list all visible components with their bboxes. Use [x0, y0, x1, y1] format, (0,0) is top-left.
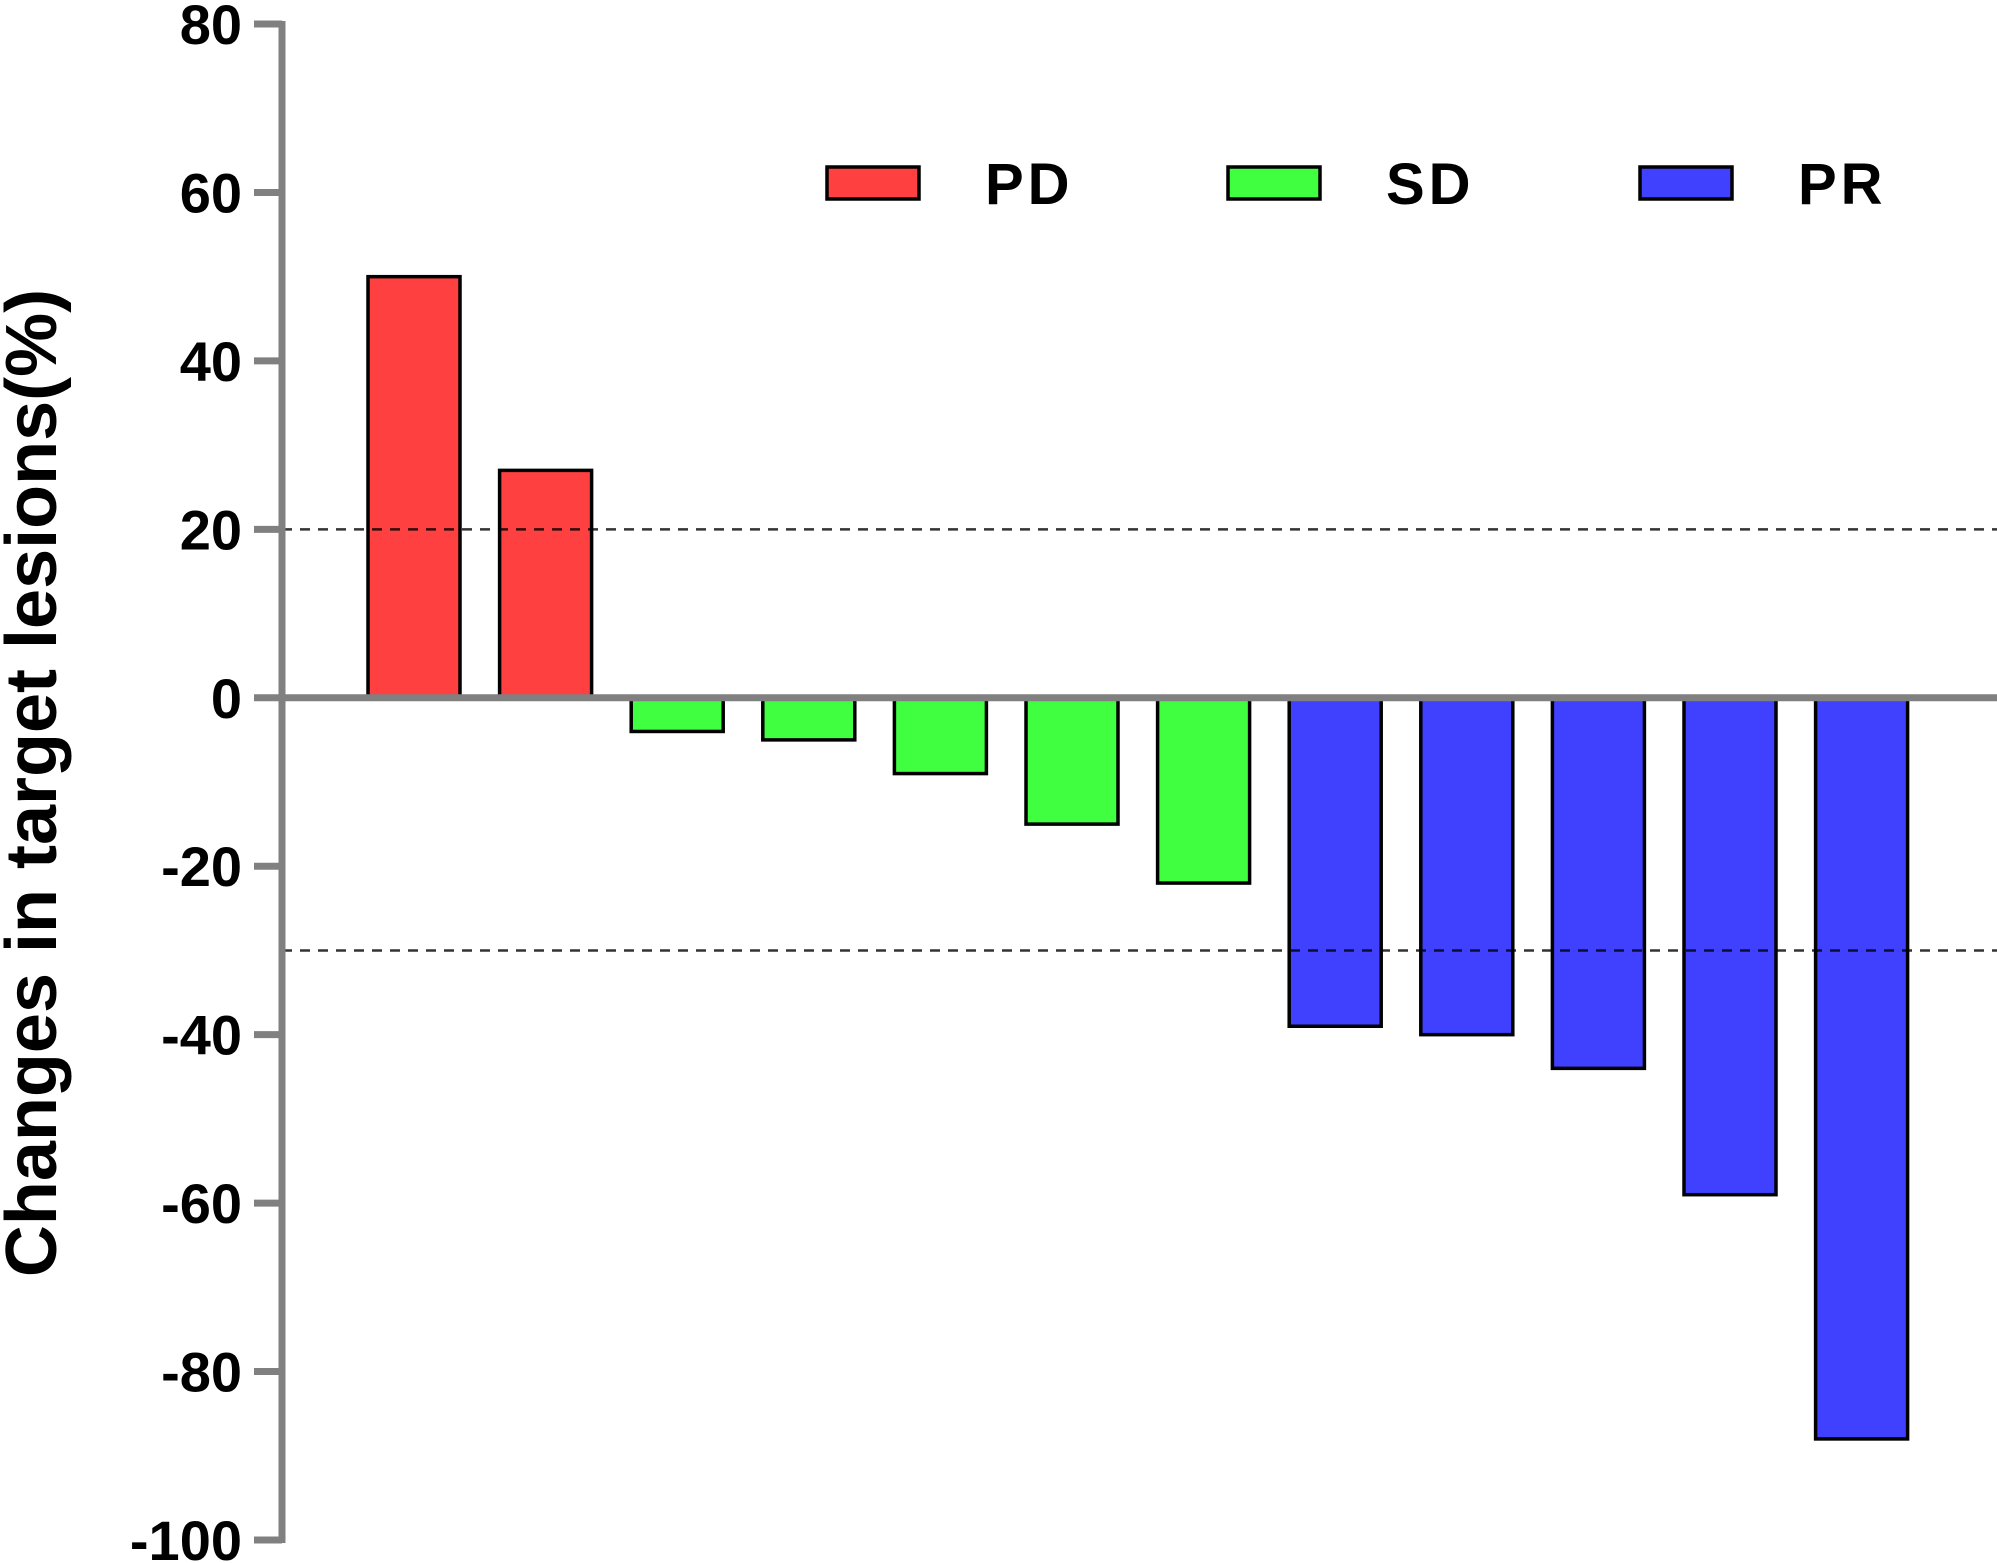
y-tick-label-0: 80 — [180, 0, 242, 56]
legend-swatch-pd — [825, 165, 921, 201]
y-tick-label-6: -40 — [161, 1004, 242, 1067]
bar-3 — [629, 696, 725, 734]
bar-12 — [1813, 696, 1910, 1441]
y-tick-label-1: 60 — [180, 161, 242, 224]
bar-11 — [1682, 696, 1778, 1197]
y-tick-label-7: -60 — [161, 1172, 242, 1235]
y-tick-label-3: 20 — [180, 498, 242, 561]
y-tick-label-5: -20 — [161, 835, 242, 898]
legend-swatch-pr — [1638, 165, 1734, 201]
bar-9 — [1419, 696, 1515, 1037]
bar-2 — [497, 468, 594, 700]
y-tick-label-2: 40 — [180, 330, 242, 393]
bar-6 — [1024, 696, 1120, 826]
y-tick-label-8: -80 — [161, 1341, 242, 1404]
bar-7 — [1155, 696, 1252, 885]
legend-label-pr: PR — [1798, 152, 1887, 217]
y-axis-title: Changes in target lesions(%) — [0, 289, 72, 1277]
bar-5 — [892, 696, 989, 776]
y-tick-label-4: 0 — [211, 667, 242, 730]
bar-4 — [761, 696, 857, 742]
bar-8 — [1287, 696, 1383, 1028]
legend-label-sd: SD — [1386, 152, 1475, 217]
bar-10 — [1550, 696, 1647, 1071]
legend-label-pd: PD — [985, 152, 1074, 217]
bar-1 — [366, 274, 462, 700]
y-tick-label-9: -100 — [130, 1509, 242, 1563]
legend-swatch-sd — [1226, 165, 1322, 201]
